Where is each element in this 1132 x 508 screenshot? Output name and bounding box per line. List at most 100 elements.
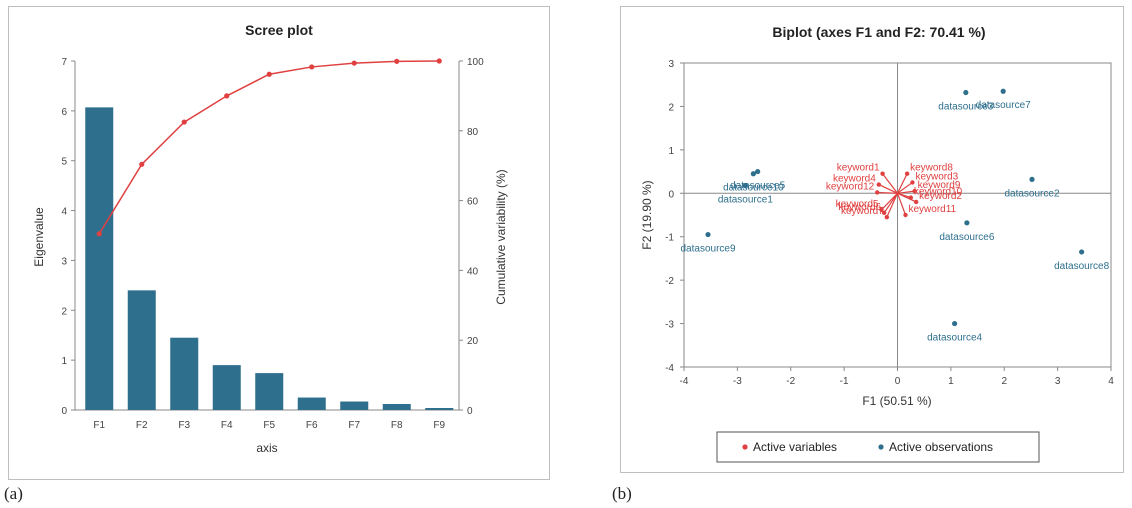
variable-point-keyword4 <box>876 182 882 187</box>
variable-label-keyword4: keyword4 <box>833 174 876 185</box>
observation-point-datasource9 <box>705 231 711 238</box>
cumulative-point-F8 <box>394 58 400 64</box>
observation-label-datasource1: datasource1 <box>718 194 773 205</box>
right-tick-label: 80 <box>467 127 479 138</box>
x-tick-label: 4 <box>1108 376 1114 387</box>
variable-label-keyword1: keyword1 <box>837 163 880 174</box>
y-tick-label: -1 <box>665 233 674 244</box>
observation-label-datasource5: datasource5 <box>730 181 785 192</box>
variable-label-keyword10: keyword10 <box>914 187 963 198</box>
bar-F3 <box>170 337 199 410</box>
x-tick-label: 1 <box>948 376 954 387</box>
cumulative-point-F2 <box>139 161 145 167</box>
variable-label-keyword7: keyword7 <box>841 206 884 217</box>
legend-label-1: Active observations <box>889 440 993 454</box>
observation-point-datasource5 <box>755 168 761 175</box>
x-tick-label: -1 <box>840 376 849 387</box>
variable-label-keyword8: keyword8 <box>910 163 953 174</box>
observation-point-datasource4 <box>952 320 958 327</box>
variable-label-keyword2: keyword2 <box>919 191 962 202</box>
left-tick-label: 7 <box>61 57 67 68</box>
y-tick-label: -4 <box>665 363 674 374</box>
y2-axis-label: Cumulative variability (%) <box>494 169 508 304</box>
variable-point-keyword1 <box>880 171 885 176</box>
x-axis-label: axis <box>256 441 277 455</box>
observation-label-datasource3: datasource3 <box>938 102 993 113</box>
cumulative-point-F7 <box>351 60 357 66</box>
observation-point-datasource6 <box>964 220 970 226</box>
legend-marker-1 <box>878 444 884 450</box>
variable-label-keyword11: keyword11 <box>909 204 957 215</box>
variable-point-keyword11 <box>903 212 908 218</box>
y-axis-label: F2 (19.90 %) <box>640 180 654 249</box>
x-tick-label: F3 <box>178 420 190 431</box>
x-tick-label: F7 <box>348 420 360 431</box>
variable-point-keyword5 <box>879 207 884 212</box>
legend-marker-0 <box>742 444 748 450</box>
cumulative-point-F9 <box>436 58 442 64</box>
legend: Active variables Active observations <box>716 431 1040 463</box>
observation-label-datasource4: datasource4 <box>927 333 982 344</box>
variable-point-keyword8 <box>904 171 910 176</box>
variable-point-keyword7 <box>884 214 890 220</box>
observation-label-datasource6: datasource6 <box>939 232 994 243</box>
vector-keyword9 <box>897 190 915 194</box>
scree-plot-panel: Scree plot 0 1 2 3 4 5 6 7 0 20 40 60 80 100 F1 F2 F3 F4 F5… <box>8 6 550 480</box>
variable-point-keyword6 <box>881 210 887 216</box>
observation-label-datasource8: datasource8 <box>1054 261 1109 272</box>
right-tick-label: 0 <box>467 406 473 417</box>
y-tick-label: 3 <box>668 59 674 70</box>
bar-F9 <box>425 408 454 410</box>
vector-keyword3 <box>897 181 913 194</box>
bar-F1 <box>85 107 114 411</box>
variable-label-keyword6: keyword6 <box>838 202 881 213</box>
variable-label-keyword12: keyword12 <box>826 181 875 192</box>
legend-label-0: Active variables <box>753 440 837 454</box>
scree-title: Scree plot <box>245 22 313 38</box>
variable-point-keyword2 <box>913 199 919 205</box>
biplot-title: Biplot (axes F1 and F2: 70.41 %) <box>772 24 985 40</box>
cumulative-point-F5 <box>266 71 272 77</box>
vector-keyword8 <box>896 173 908 194</box>
x-tick-label: 2 <box>1001 376 1007 387</box>
left-tick-label: 5 <box>61 157 67 168</box>
observation-point-datasource10 <box>750 171 756 177</box>
bar-F5 <box>255 373 284 410</box>
variable-point-keyword9 <box>912 188 917 194</box>
left-tick-label: 1 <box>61 356 67 367</box>
observation-label-datasource7: datasource7 <box>976 100 1031 111</box>
vector-keyword4 <box>878 184 898 194</box>
bar-F6 <box>297 397 326 410</box>
x-tick-label: -2 <box>786 376 795 387</box>
vector-keyword5 <box>881 192 898 211</box>
y-tick-label: 0 <box>668 189 674 200</box>
left-tick-label: 6 <box>61 107 67 118</box>
x-tick-label: -4 <box>680 376 689 387</box>
x-tick-label: -3 <box>733 376 742 387</box>
variable-point-keyword3 <box>910 180 915 185</box>
x-tick-label: F8 <box>391 420 403 431</box>
bar-F8 <box>382 404 411 410</box>
right-tick-label: 40 <box>467 266 479 277</box>
right-tick-label: 100 <box>467 57 484 68</box>
x-tick-label: F4 <box>221 420 233 431</box>
biplot: Biplot (axes F1 and F2: 70.41 %) -4 -3 -2 -1… <box>640 24 1114 463</box>
vector-keyword10 <box>897 192 912 199</box>
x-tick-label: F9 <box>433 420 445 431</box>
legend-box <box>716 431 1040 463</box>
bar-F7 <box>340 401 369 410</box>
observation-point-datasource3 <box>963 89 969 96</box>
observation-label-datasource9: datasource9 <box>680 244 735 255</box>
observation-label-datasource10: datasource10 <box>723 183 784 194</box>
vector-keyword12 <box>877 191 898 194</box>
bar-F2 <box>127 290 156 410</box>
y-tick-label: -3 <box>665 320 674 331</box>
observation-point-datasource2 <box>1029 176 1035 182</box>
variable-point-keyword10 <box>908 195 914 200</box>
cumulative-point-F4 <box>224 93 230 99</box>
left-tick-label: 2 <box>61 306 67 317</box>
vector-keyword1 <box>882 173 898 194</box>
biplot-panel: Biplot (axes F1 and F2: 70.41 %) -4 -3 -2 -1… <box>620 6 1124 473</box>
left-tick-label: 0 <box>61 406 67 417</box>
cumulative-line <box>98 60 440 235</box>
